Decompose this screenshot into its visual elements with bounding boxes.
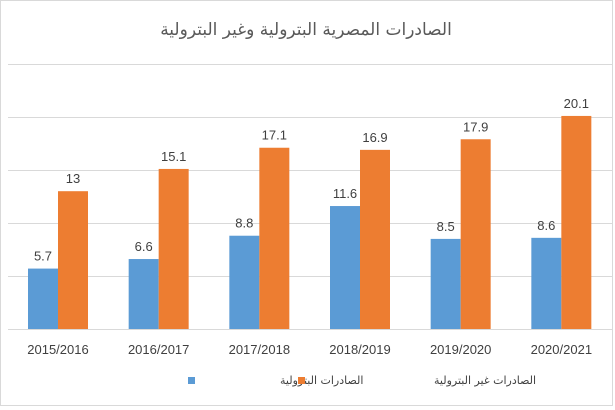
- data-label: 6.6: [135, 239, 153, 254]
- bar-non-petroleum: [460, 139, 491, 329]
- gridlines: [8, 64, 612, 330]
- x-tick-label: 2017/2018: [229, 342, 290, 357]
- legend-swatch-petroleum: [188, 377, 195, 384]
- data-label: 16.9: [362, 130, 387, 145]
- bar-non-petroleum: [158, 168, 189, 329]
- data-label: 8.8: [235, 216, 253, 231]
- x-tick-label: 2016/2017: [128, 342, 189, 357]
- data-labels: 5.7 13 6.6 15.1 8.8 17.1 11.6 16.9 8.5 17.9 8.6 20.…: [34, 96, 589, 264]
- data-label: 17.1: [262, 128, 287, 143]
- data-label: 17.9: [463, 119, 488, 134]
- legend-label-petroleum: الصادرات البترولية: [280, 374, 363, 387]
- bar-petroleum: [28, 268, 58, 329]
- legend: الصادرات البترولية الصادرات غير البترولية: [188, 374, 536, 387]
- x-tick-label: 2015/2016: [27, 342, 88, 357]
- legend-label-non-petroleum: الصادرات غير البترولية: [434, 374, 536, 387]
- bar-chart: الصادرات المصرية البترولية وغير البترولي…: [8, 20, 612, 387]
- bar-non-petroleum: [259, 147, 290, 329]
- chart-title: الصادرات المصرية البترولية وغير البترولي…: [160, 20, 452, 40]
- data-label: 15.1: [161, 149, 186, 164]
- bar-non-petroleum: [561, 115, 592, 329]
- x-axis-tick-labels: 2015/2016 2016/2017 2017/2018 2018/2019 2019…: [27, 342, 592, 357]
- bar-petroleum: [531, 237, 562, 329]
- data-label: 8.5: [437, 219, 455, 234]
- x-tick-label: 2020/2021: [531, 342, 592, 357]
- bars: [28, 115, 592, 329]
- bar-petroleum: [229, 235, 260, 329]
- bar-non-petroleum: [58, 191, 88, 329]
- bar-petroleum: [430, 238, 461, 329]
- x-tick-label: 2019/2020: [430, 342, 491, 357]
- data-label: 5.7: [34, 249, 52, 264]
- bar-petroleum: [330, 206, 360, 329]
- bar-petroleum: [128, 259, 159, 329]
- x-tick-label: 2018/2019: [329, 342, 390, 357]
- data-label: 20.1: [564, 96, 589, 111]
- data-label: 8.6: [537, 218, 555, 233]
- legend-swatch-non-petroleum: [298, 377, 305, 384]
- bar-non-petroleum: [360, 149, 390, 329]
- data-label: 11.6: [333, 186, 357, 201]
- data-label: 13: [66, 171, 80, 186]
